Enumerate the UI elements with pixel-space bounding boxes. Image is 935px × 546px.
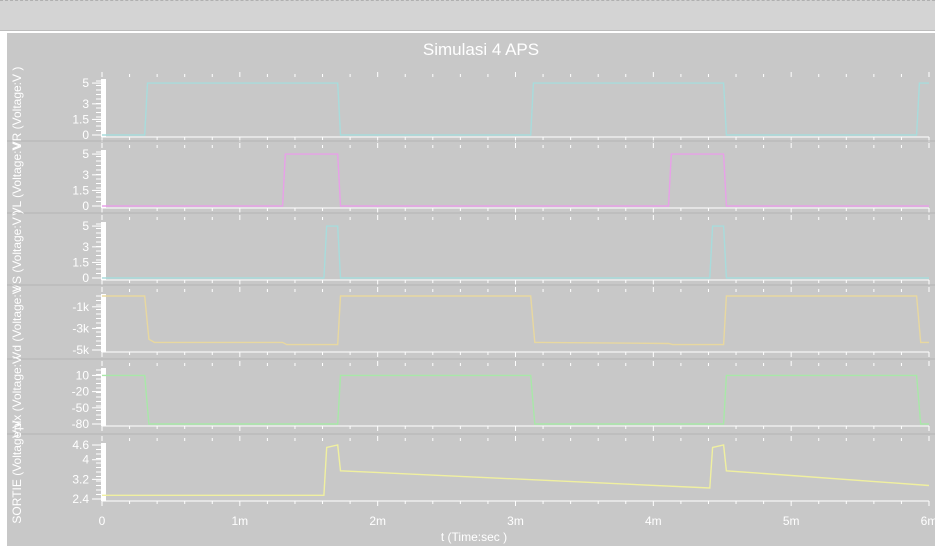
series-line	[102, 374, 929, 425]
x-tick-label: 0	[99, 514, 106, 528]
y-axis-label: VS (Voltage:V )	[10, 210, 24, 292]
y-tick-label: 4.6	[72, 438, 89, 452]
y-axis-label: Vd (Voltage:V	[10, 286, 24, 359]
y-tick-label: 4	[82, 453, 89, 467]
y-tick-label: 10	[76, 368, 90, 382]
y-tick-label: -50	[72, 401, 90, 415]
y-axis-label: VL (Voltage:V	[10, 143, 24, 216]
y-tick-label: -20	[72, 385, 90, 399]
series-line	[102, 82, 929, 136]
y-tick-label: -5k	[72, 343, 90, 357]
series-line	[102, 153, 929, 207]
window-toolbar	[0, 0, 935, 31]
plot-background	[7, 31, 935, 546]
y-tick-label: 0	[82, 271, 89, 285]
y-tick-label: -80	[72, 417, 90, 431]
y-axis-label: Vpix (Voltage:V	[10, 356, 24, 438]
y-tick-label: 5	[82, 76, 89, 90]
x-tick-label: 5m	[783, 514, 800, 528]
y-tick-label: 3.2	[72, 472, 89, 486]
y-tick-label: -3k	[72, 321, 90, 335]
x-tick-label: 6m	[921, 514, 935, 528]
x-axis-label: t (Time:sec )	[441, 530, 507, 544]
y-tick-label: 5	[82, 219, 89, 233]
y-axis-bar	[101, 150, 106, 208]
y-tick-label: 3	[82, 240, 89, 254]
panel-vl: 0 1.53 5 VL (Voltage:V	[7, 140, 935, 216]
x-tick-label: 1m	[231, 514, 248, 528]
series-line	[102, 295, 929, 346]
panel-vpix: 10 -20 -50 -80 Vpix (Voltage:V	[7, 356, 935, 438]
series-line	[102, 225, 929, 279]
y-tick-label: -1k	[72, 300, 90, 314]
y-tick-label: 1.5	[72, 183, 89, 197]
y-tick-label: 3	[82, 168, 89, 182]
y-axis-label: VR (Voltage:V )	[10, 67, 24, 150]
y-axis-bar	[101, 222, 106, 280]
y-tick-label: 0	[82, 199, 89, 213]
y-tick-label: 1.5	[72, 255, 89, 269]
panel-sortie: 2.4 3.2 44.6 SORTIE (Voltage:V	[7, 420, 935, 524]
y-axis-bar	[101, 294, 106, 352]
panel-vd: -1k -3k -5k Vd (Voltage:V	[7, 284, 935, 360]
chart-title: Simulasi 4 APS	[423, 40, 539, 59]
x-tick-label: 4m	[645, 514, 662, 528]
series-line	[102, 444, 930, 496]
y-tick-label: 2.4	[72, 492, 89, 506]
y-tick-label: 1.5	[72, 112, 89, 126]
y-axis-label: SORTIE (Voltage:V	[10, 420, 24, 523]
y-axis-bar	[101, 368, 106, 426]
y-axis-bar	[101, 443, 106, 501]
y-axis-bar	[101, 79, 106, 137]
x-axis: 0 1m 2m 3m 4m 5m 6m	[99, 514, 935, 528]
y-tick-label: 0	[82, 128, 89, 142]
panel-vr: 0 1.53 5 VR (Voltage:V )	[10, 67, 930, 150]
x-tick-label: 2m	[369, 514, 386, 528]
x-tick-label: 3m	[507, 514, 524, 528]
panel-vs: 0 1.53 5 VS (Voltage:V )	[7, 210, 935, 292]
y-tick-label: 5	[82, 147, 89, 161]
y-tick-label: 3	[82, 97, 89, 111]
